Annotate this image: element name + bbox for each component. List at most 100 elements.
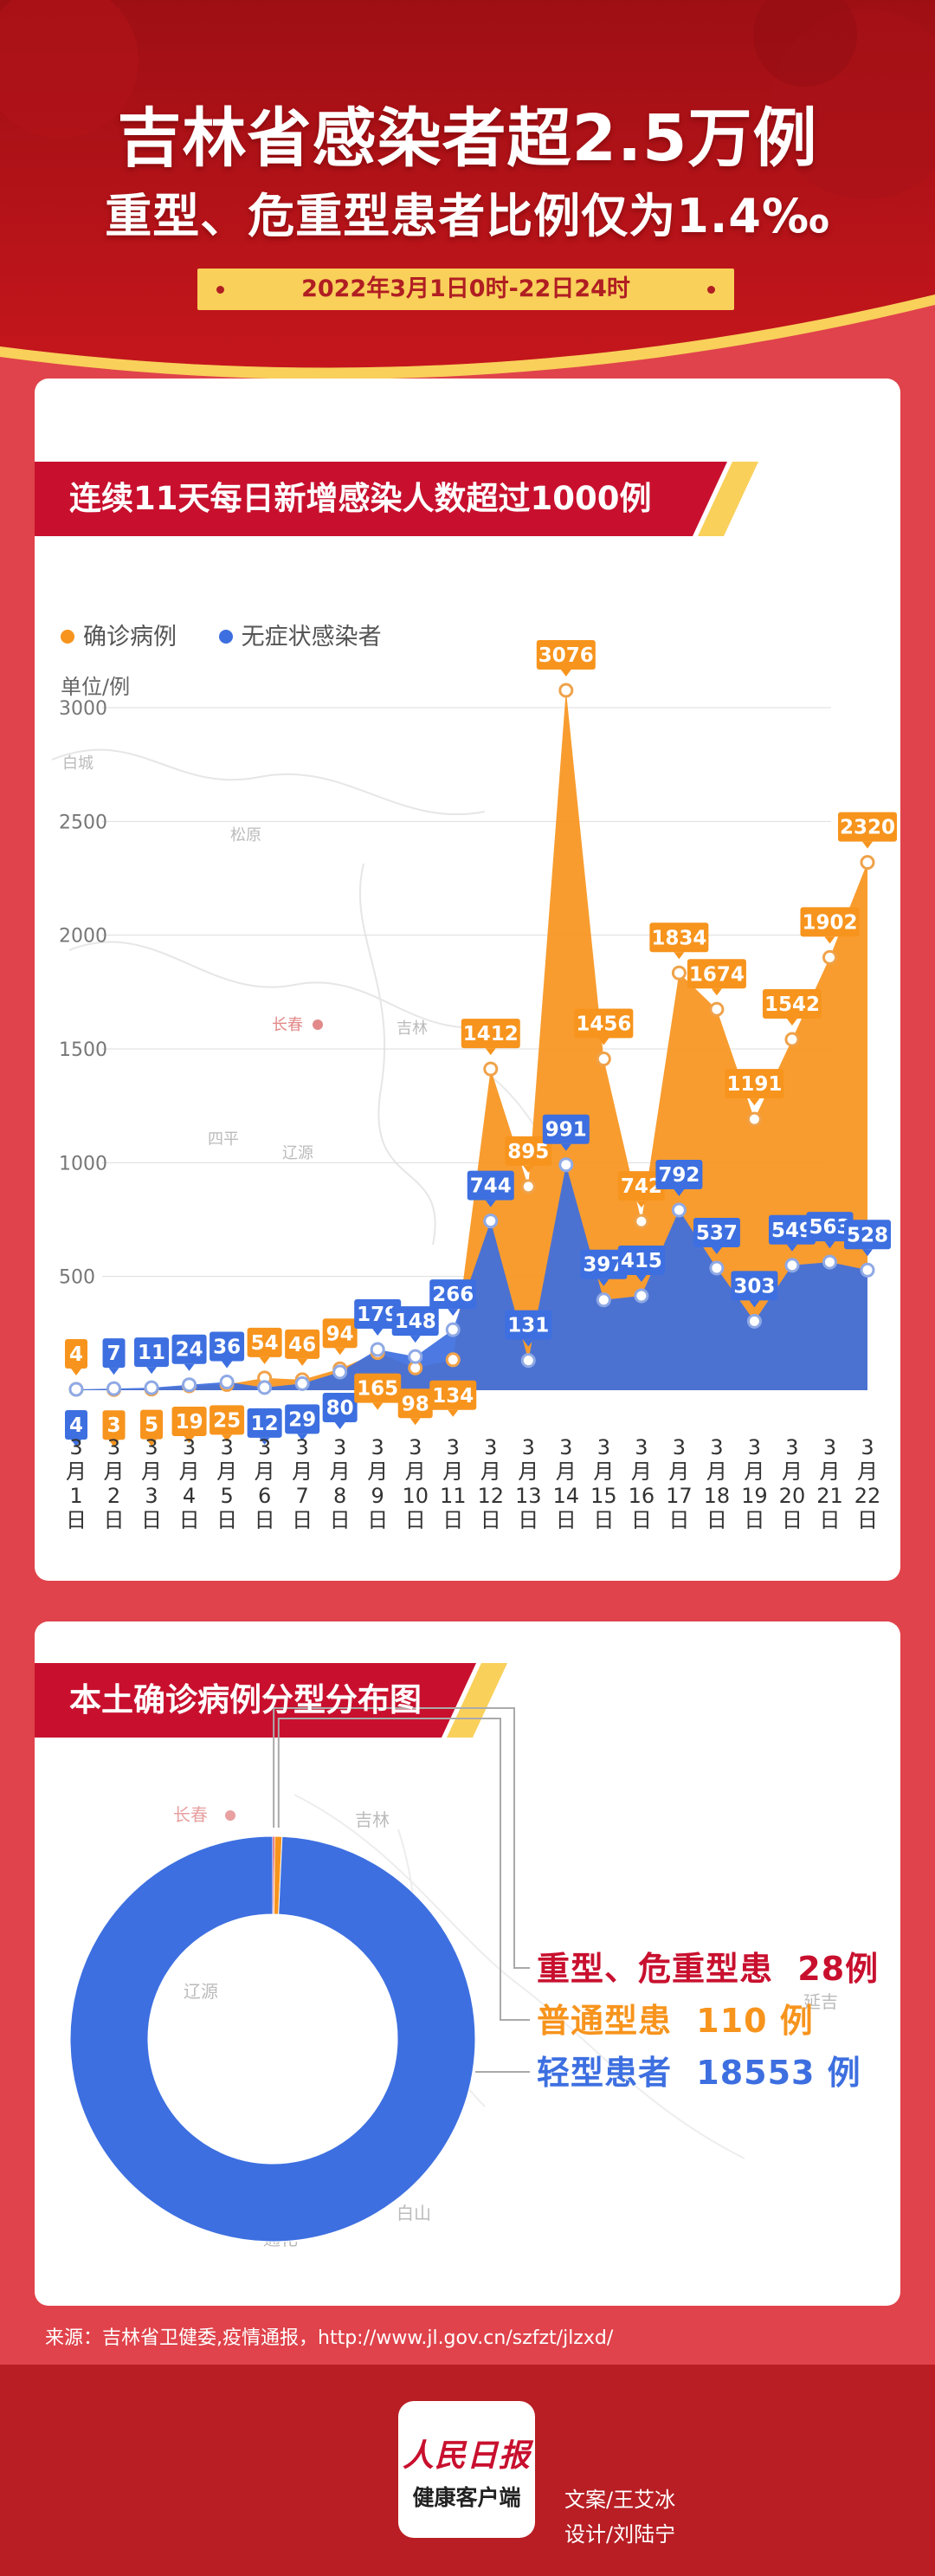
sub-title: 重型、危重型患者比例仅为1.4‰ — [105, 189, 830, 243]
x-tick-label: 11 — [440, 1484, 467, 1508]
x-tick-label: 3 — [296, 1435, 309, 1460]
confirmed-point — [860, 855, 875, 871]
asymptomatic-point — [332, 1364, 348, 1380]
daily-cases-card: 白城 松原 长春 吉林 四平 辽源 连续11天每日新增感染人数超过1000例 确… — [35, 379, 900, 1581]
confirmed-data-label: 895 — [507, 1141, 549, 1163]
asymptomatic-data-label-bg — [429, 1279, 477, 1310]
confirmed-data-label: 1191 — [726, 1073, 782, 1096]
asymptomatic-point — [822, 1254, 837, 1270]
confirmed-data-label-pointer — [711, 988, 722, 996]
confirmed-point — [822, 949, 837, 965]
asymptomatic-data-label-pointer — [560, 1143, 571, 1151]
asymptomatic-point — [257, 1380, 273, 1395]
confirmed-data-label: 1456 — [576, 1013, 631, 1036]
logo-main-text: 人民日报 — [402, 2437, 531, 2474]
asymptomatic-data-label-bg — [693, 1217, 740, 1247]
confirmed-data-label: 1412 — [463, 1023, 519, 1045]
confirmed-data-label-bg — [102, 1410, 126, 1440]
asymptomatic-data-label: 415 — [621, 1250, 662, 1272]
x-tick-label: 15 — [590, 1484, 617, 1508]
asymptomatic-data-label: 4 — [69, 1414, 83, 1437]
asymptomatic-point — [860, 1262, 875, 1278]
asymptomatic-data-label: 7 — [107, 1343, 121, 1365]
x-tick-label: 日 — [518, 1508, 538, 1532]
legend-dot-asymptomatic — [218, 629, 233, 644]
asymptomatic-point — [370, 1342, 385, 1357]
x-tick-label: 日 — [255, 1508, 275, 1532]
x-tick-label: 3 — [447, 1435, 460, 1460]
confirmed-data-label: 3076 — [538, 644, 594, 667]
confirmed-data-label-bg — [800, 907, 860, 937]
pie-label-mild-name: 轻型患者 — [537, 2054, 673, 2092]
pie-label-severe: 重型、危重型患 28例 — [537, 1942, 879, 1990]
x-tick-label: 月 — [141, 1460, 162, 1484]
asymptomatic-data-label-pointer — [824, 1241, 835, 1249]
asymptomatic-point — [445, 1322, 461, 1337]
confirmed-data-label-pointer — [598, 1038, 609, 1045]
asymptomatic-point — [746, 1313, 762, 1329]
confirmed-data-label: 1542 — [764, 994, 820, 1016]
confirmed-data-label-bg — [762, 988, 822, 1019]
x-tick-label: 月 — [480, 1460, 501, 1484]
confirmed-point — [520, 1179, 536, 1194]
asymptomatic-point — [709, 1260, 725, 1276]
asymptomatic-data-label: 11 — [138, 1342, 165, 1364]
x-tick-label: 4 — [183, 1484, 196, 1508]
asymptomatic-data-label: 29 — [288, 1408, 316, 1431]
x-tick-label: 6 — [258, 1484, 271, 1508]
confirmed-data-label-bg — [65, 1338, 87, 1369]
asymptomatic-data-label-pointer — [485, 1200, 496, 1207]
confirmed-data-label-pointer — [184, 1436, 195, 1444]
confirmed-data-label-pointer — [259, 1356, 270, 1364]
asymptomatic-data-label: 397 — [583, 1254, 624, 1277]
confirmed-data-label-pointer — [786, 1018, 797, 1026]
pie-label-mild: 轻型患者 18553 例 — [537, 2046, 861, 2094]
asymptomatic-data-label-bg — [580, 1249, 628, 1279]
confirmed-data-label: 46 — [288, 1334, 316, 1356]
x-tick-label: 日 — [631, 1508, 652, 1532]
asymptomatic-data-label-pointer — [184, 1363, 195, 1371]
confirmed-data-label-pointer — [108, 1440, 119, 1447]
confirmed-data-label-pointer — [334, 1348, 345, 1356]
asymptomatic-data-label: 148 — [395, 1311, 436, 1333]
confirmed-data-label-pointer — [523, 1165, 534, 1173]
asymptomatic-data-label-pointer — [108, 1368, 119, 1375]
asymptomatic-data-label: 24 — [176, 1339, 203, 1362]
x-tick-label: 1 — [69, 1484, 82, 1508]
date-range-text: 2022年3月1日0时-22日24时 — [301, 275, 630, 302]
x-tick-label: 月 — [518, 1460, 538, 1484]
x-tick-label: 3 — [409, 1435, 422, 1460]
x-tick-label: 3 — [522, 1435, 535, 1460]
confirmed-data-label-pointer — [448, 1409, 459, 1417]
x-tick-label: 月 — [593, 1460, 614, 1484]
confirmed-data-label-bg — [505, 1136, 552, 1166]
x-tick-label: 3 — [710, 1435, 723, 1460]
x-tick-label: 9 — [371, 1484, 384, 1508]
case-type-card: 长春 吉林 辽源 白山 通化 延吉 本土确诊病例分型分布图 重型、危重型患 28… — [35, 1621, 900, 2306]
x-tick-label: 日 — [819, 1508, 840, 1532]
asymptomatic-data-label-bg — [210, 1331, 245, 1362]
confirmed-data-label: 54 — [251, 1332, 279, 1355]
x-tick-label: 日 — [706, 1508, 727, 1532]
asymptomatic-data-label-bg — [285, 1404, 320, 1434]
confirmed-data-label-pointer — [674, 952, 685, 960]
asymptomatic-data-label-bg — [102, 1338, 126, 1369]
x-tick-label: 日 — [66, 1508, 87, 1532]
confirmed-data-label: 1834 — [651, 927, 706, 949]
asymptomatic-point — [596, 1292, 611, 1308]
asymptomatic-data-label-pointer — [598, 1278, 609, 1286]
x-tick-label: 月 — [405, 1460, 426, 1484]
y-unit-label: 单位/例 — [61, 675, 131, 699]
x-tick-label: 月 — [668, 1460, 689, 1484]
confirmed-area — [76, 690, 867, 1390]
legend-dot-confirmed — [61, 629, 74, 644]
section1-banner: 连续11天每日新增感染人数超过1000例 — [35, 462, 771, 536]
confirmed-point — [483, 1061, 499, 1077]
x-tick-label: 日 — [367, 1508, 388, 1532]
asymptomatic-data-label: 563 — [809, 1216, 850, 1239]
credit-design: 设计/刘陆宁 — [564, 2522, 676, 2547]
asymptomatic-data-label-bg — [171, 1334, 207, 1364]
asymptomatic-data-label-pointer — [334, 1421, 345, 1429]
x-tick-label: 日 — [857, 1508, 878, 1532]
